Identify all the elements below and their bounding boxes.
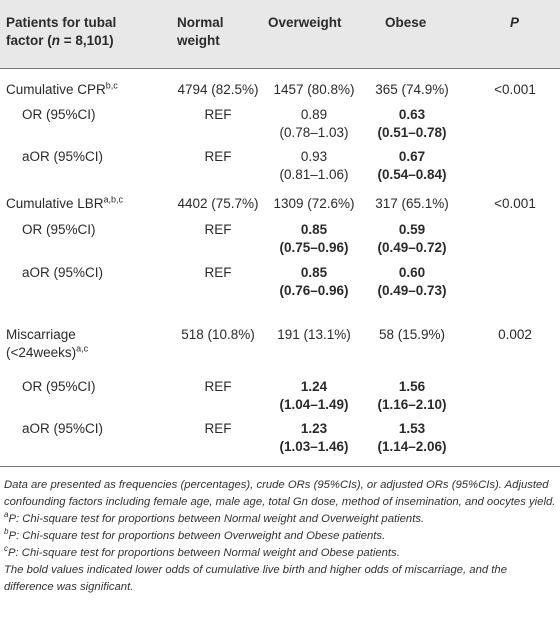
row-misc-normal: 518 (10.8%) [181,327,255,342]
footnote-a: aP: Chi-square test for proportions betw… [4,510,425,525]
header-normal-weight: Normal weight [177,15,224,48]
row-misc-or-label: OR (95%CI) [22,379,96,394]
header-obese: Obese [385,15,427,30]
row-misc-overweight: 191 (13.1%) [277,327,351,342]
row-misc-or-normal: REF [204,379,232,394]
row-cpr-aor-normal: REF [204,149,232,164]
row-cpr-or-obese: 0.63 (0.51–0.78) [377,107,447,140]
row-cpr-p: <0.001 [494,82,536,97]
header-patients-line1: Patients for tubal [6,15,117,30]
row-lbr-label: Cumulative LBRa,b,c [6,194,124,211]
table-header [0,0,560,68]
row-cpr-or-label: OR (95%CI) [22,107,96,122]
row-cpr-or-overweight: 0.89 (0.78–1.03) [279,107,349,140]
row-misc-aor-overweight: 1.23 (1.03–1.46) [279,421,349,454]
table-bottom-rule [0,466,560,467]
row-misc-or-overweight: 1.24 (1.04–1.49) [279,379,349,412]
footnote-intro: Data are presented as frequencies (perce… [4,479,556,508]
row-misc-aor-obese: 1.53 (1.14–2.06) [377,421,447,454]
footnote-c: cP: Chi-square test for proportions betw… [4,544,400,559]
row-lbr-or-label: OR (95%CI) [22,222,96,237]
row-misc-aor-normal: REF [204,421,232,436]
row-lbr-p: <0.001 [494,196,536,211]
row-lbr-aor-overweight: 0.85 (0.76–0.96) [279,265,349,298]
header-patients-line2: factor (n = 8,101) [6,33,114,48]
footnote-bold-note: The bold values indicated lower odds of … [4,564,507,593]
row-lbr-aor-normal: REF [204,265,232,280]
row-lbr-overweight: 1309 (72.6%) [273,196,355,211]
row-misc-obese: 58 (15.9%) [378,327,446,342]
row-lbr-aor-obese: 0.60 (0.49–0.73) [377,265,447,298]
table-footnotes: Data are presented as frequencies (perce… [4,477,556,596]
row-cpr-obese: 365 (74.9%) [375,82,449,97]
header-rule [0,68,560,69]
row-cpr-normal: 4794 (82.5%) [177,82,259,97]
row-misc-label: Miscarriage (<24weeks)a,c [6,327,89,360]
row-misc-or-obese: 1.56 (1.16–2.10) [377,379,447,412]
row-cpr-or-normal: REF [204,107,232,122]
row-lbr-obese: 317 (65.1%) [375,196,449,211]
row-lbr-aor-label: aOR (95%CI) [22,265,104,280]
header-p-value: P [510,15,520,30]
row-cpr-aor-overweight: 0.93 (0.81–1.06) [279,149,349,182]
row-misc-aor-label: aOR (95%CI) [22,421,104,436]
footnote-b: bP: Chi-square test for proportions betw… [4,527,386,542]
row-cpr-overweight: 1457 (80.8%) [273,82,355,97]
row-lbr-or-normal: REF [204,222,232,237]
row-lbr-or-obese: 0.59 (0.49–0.72) [377,222,447,255]
row-lbr-or-overweight: 0.85 (0.75–0.96) [279,222,349,255]
row-lbr-normal: 4402 (75.7%) [177,196,259,211]
row-cpr-label: Cumulative CPRb,c [6,80,118,97]
row-cpr-aor-obese: 0.67 (0.54–0.84) [377,149,447,182]
row-cpr-aor-label: aOR (95%CI) [22,149,104,164]
header-overweight: Overweight [268,15,342,30]
row-misc-p: 0.002 [498,327,532,342]
header-patients: Patients for tubal factor (n = 8,101) [6,14,166,50]
